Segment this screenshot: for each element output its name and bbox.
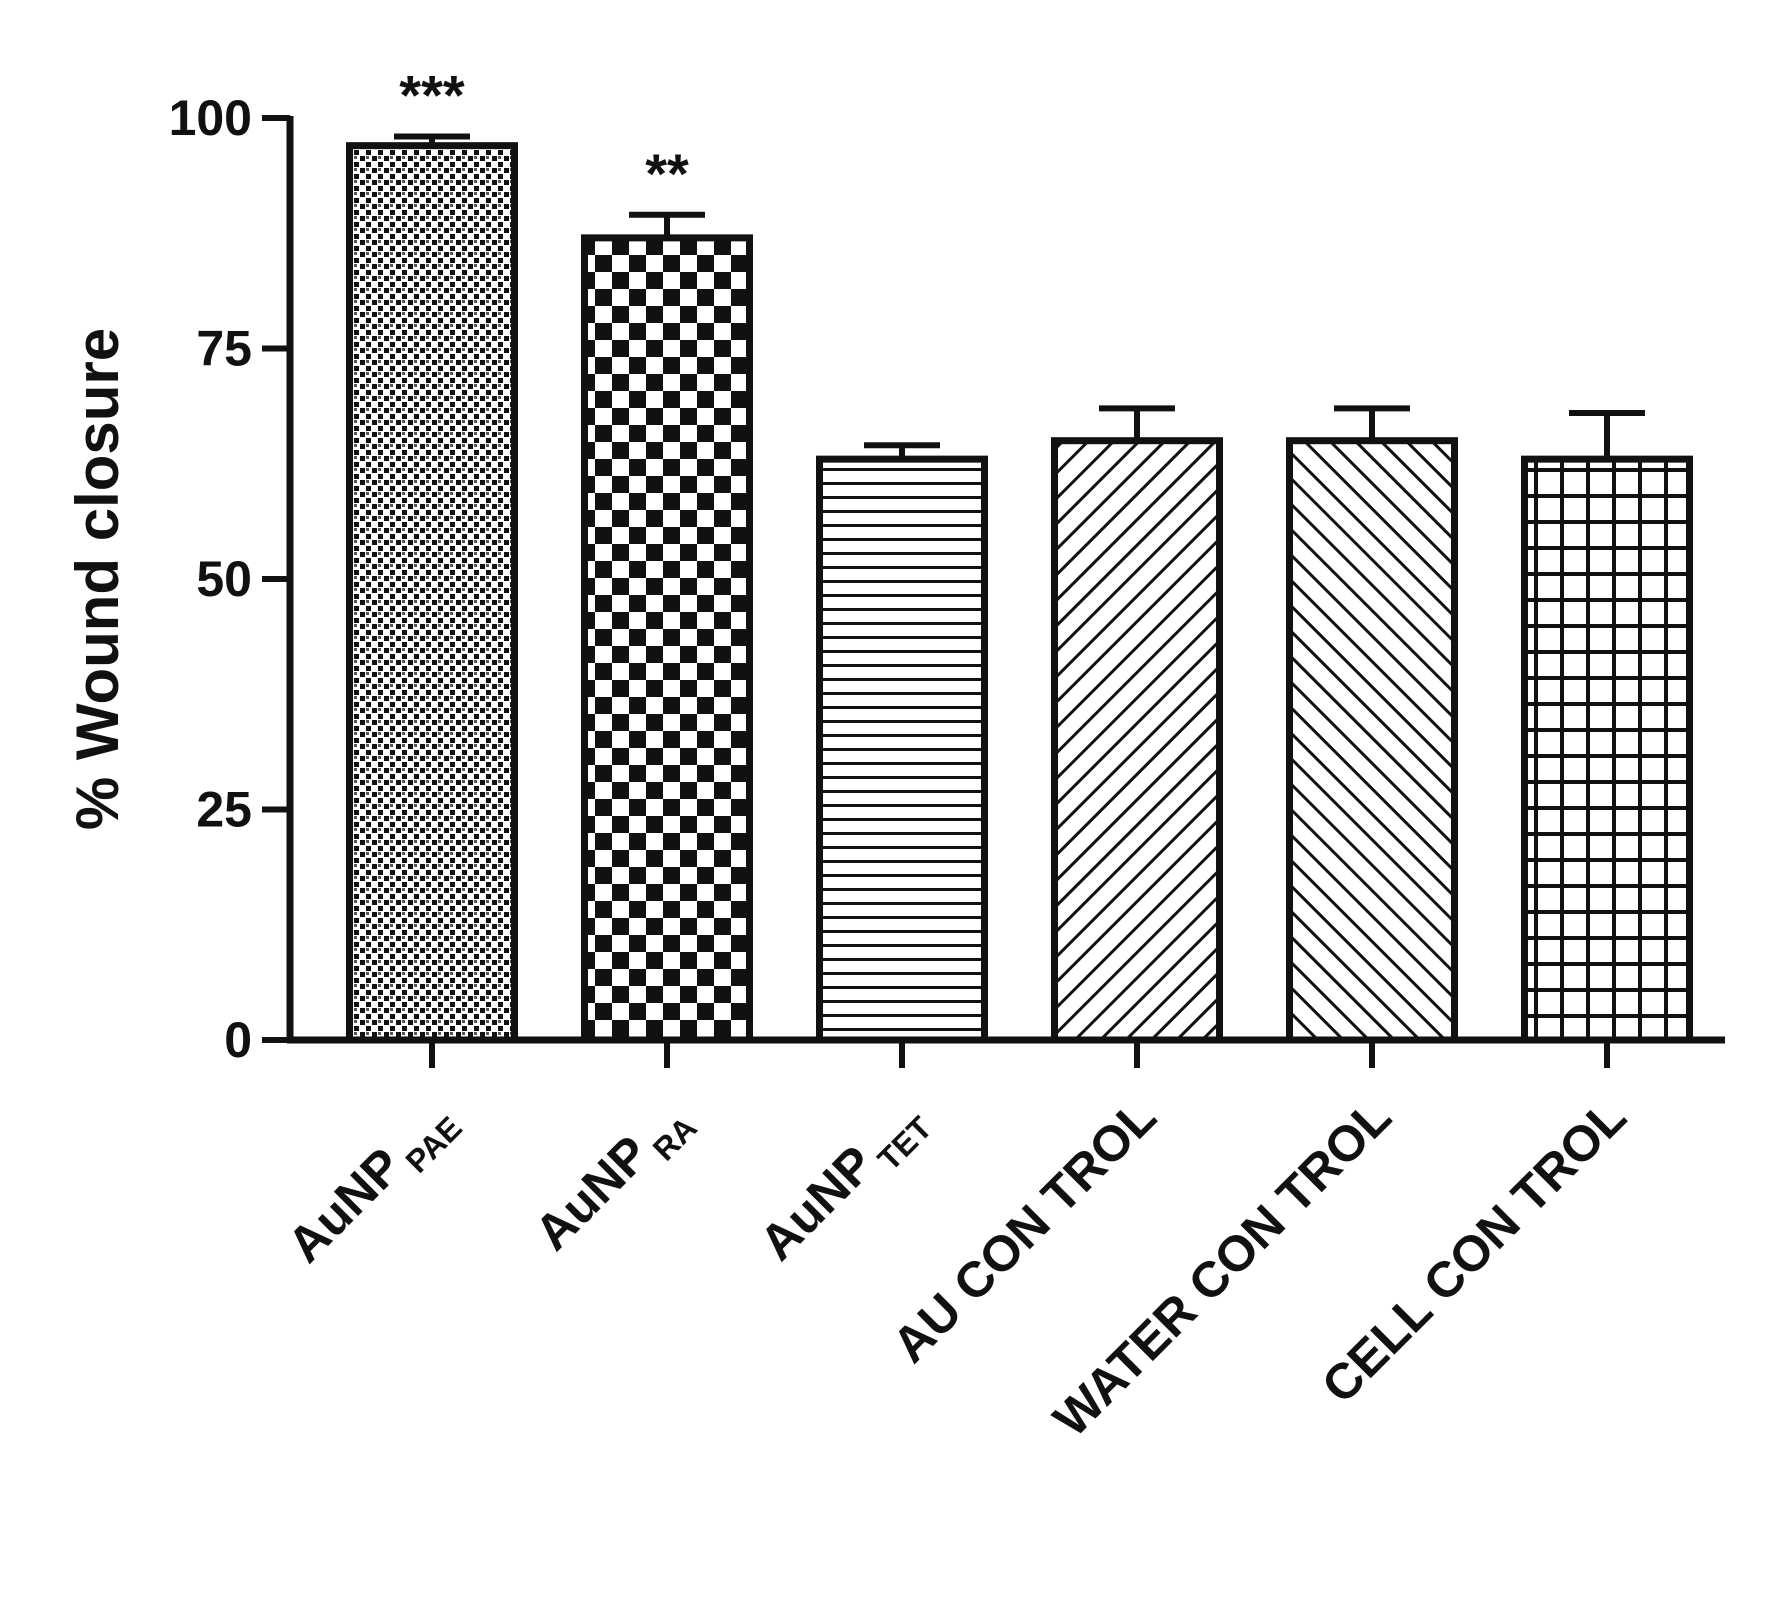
y-tick-label: 100 bbox=[169, 90, 252, 146]
y-tick-label: 75 bbox=[196, 321, 252, 377]
significance-label: ** bbox=[645, 142, 689, 205]
category-label: AuNPTET bbox=[749, 1088, 939, 1278]
significance-label: *** bbox=[399, 63, 465, 126]
bar bbox=[1286, 437, 1458, 1044]
y-tick-label: 50 bbox=[196, 551, 252, 607]
y-tick-label: 0 bbox=[224, 1012, 252, 1068]
bar bbox=[816, 455, 988, 1044]
bar bbox=[1051, 437, 1223, 1044]
bar bbox=[581, 234, 753, 1044]
bar bbox=[346, 142, 518, 1044]
y-axis-title: % Wound closure bbox=[64, 328, 131, 830]
bar bbox=[1521, 455, 1693, 1044]
category-label: AuNPRA bbox=[524, 1088, 704, 1268]
category-label: AuNPPAE bbox=[277, 1088, 469, 1280]
y-tick-label: 25 bbox=[196, 782, 252, 838]
